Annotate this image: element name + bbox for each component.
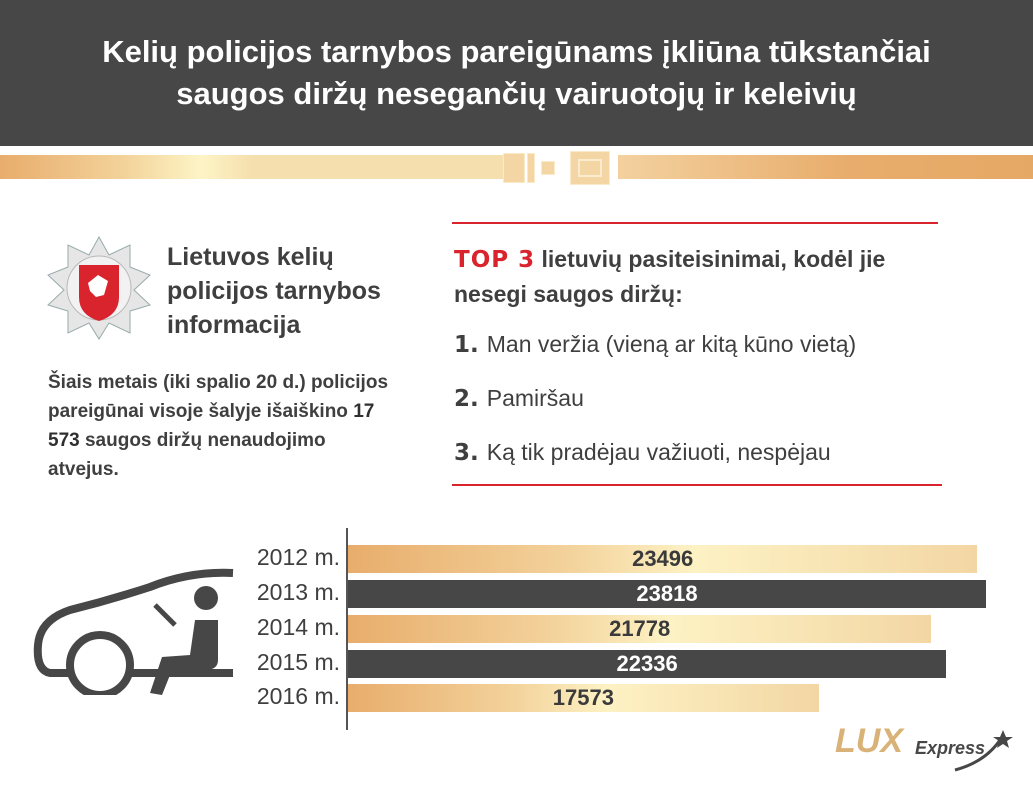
reason-text: Ką tik pradėjau važiuoti, nespėjau bbox=[486, 439, 831, 465]
reason-number: 2. bbox=[454, 386, 479, 412]
bar-value-label: 21778 bbox=[609, 616, 671, 641]
top3-heading-text: lietuvių pasiteisinimai, kodėl jie neseg… bbox=[454, 246, 886, 307]
seatbelt-banner bbox=[0, 151, 1033, 185]
info-title-line: policijos tarnybos bbox=[167, 277, 381, 305]
bar-value-label: 23496 bbox=[632, 546, 694, 571]
divider bbox=[452, 484, 942, 486]
info-title-line: informacija bbox=[167, 311, 301, 339]
info-text-part: saugos diržų nenaudojimo atvejus. bbox=[48, 430, 326, 480]
reason-number: 1. bbox=[454, 332, 479, 358]
reason-text: Pamiršau bbox=[486, 385, 584, 411]
belt-strap-right bbox=[618, 155, 1033, 179]
year-label: 2013 m. bbox=[256, 579, 340, 605]
page-title: Kelių policijos tarnybos pareigūnams įkl… bbox=[102, 34, 931, 111]
belt-strap-left bbox=[0, 155, 503, 179]
reason-item: 3. Ką tik pradėjau važiuoti, nespėjau bbox=[454, 439, 831, 466]
buckle-part bbox=[527, 153, 535, 183]
year-label: 2016 m. bbox=[256, 683, 340, 709]
police-emblem-logo bbox=[47, 235, 151, 340]
header: Kelių policijos tarnybos pareigūnams įkl… bbox=[0, 0, 1033, 146]
reason-text: Man veržia (vieną ar kitą kūno vietą) bbox=[486, 331, 857, 357]
bar-value-label: 17573 bbox=[552, 685, 614, 710]
info-title: Lietuvos kelių policijos tarnybos inform… bbox=[167, 240, 381, 342]
year-label: 2012 m. bbox=[256, 544, 340, 570]
buckle-tongue bbox=[541, 161, 555, 175]
buckle-latch bbox=[570, 151, 610, 185]
year-label: 2014 m. bbox=[256, 614, 340, 640]
reason-item: 1. Man veržia (vieną ar kitą kūno vietą) bbox=[454, 331, 856, 358]
top3-heading: TOP 3 lietuvių pasiteisinimai, kodėl jie… bbox=[454, 242, 954, 311]
bar-2015: 22336 bbox=[348, 650, 947, 678]
logo-lux: LUX bbox=[835, 722, 905, 760]
lux-express-logo: LUX Express bbox=[835, 722, 1013, 772]
bar-value-label: 22336 bbox=[616, 651, 678, 676]
bar-2016: 17573 bbox=[348, 684, 819, 712]
star-icon bbox=[993, 730, 1013, 748]
buckle-part bbox=[503, 153, 525, 183]
chart-axis bbox=[346, 528, 348, 730]
year-label: 2015 m. bbox=[256, 649, 340, 675]
bar-2013: 23818 bbox=[348, 580, 986, 608]
bar-value-label: 23818 bbox=[636, 581, 698, 606]
info-text: Šiais metais (iki spalio 20 d.) policijo… bbox=[48, 368, 398, 484]
info-text-part: Šiais metais (iki spalio 20 d.) policijo… bbox=[48, 372, 389, 422]
divider bbox=[452, 222, 938, 224]
reason-number: 3. bbox=[454, 440, 479, 466]
top3-highlight: TOP 3 bbox=[454, 247, 536, 273]
reason-item: 2. Pamiršau bbox=[454, 385, 584, 412]
info-title-line: Lietuvos kelių bbox=[167, 243, 334, 271]
car-driver-icon bbox=[33, 568, 234, 695]
case-count: 17 573 bbox=[48, 401, 375, 451]
logo-express: Express bbox=[915, 738, 985, 758]
bar-2014: 21778 bbox=[348, 615, 932, 643]
bar-2012: 23496 bbox=[348, 545, 978, 573]
